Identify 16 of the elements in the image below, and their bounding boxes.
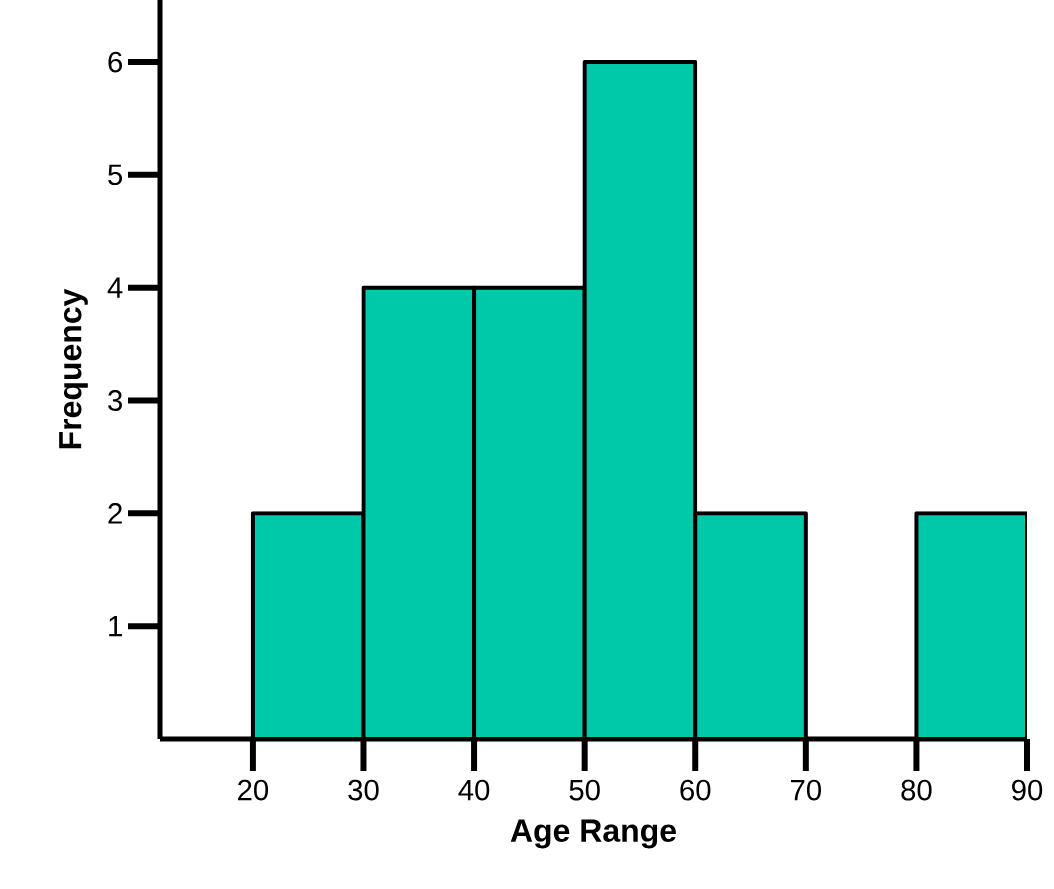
y-axis-title: Frequency [59,288,88,449]
y-tick-label: 6 [108,51,123,73]
y-tick-label: 5 [108,164,123,186]
x-tick-label: 90 [1012,779,1043,801]
x-tick-label: 80 [901,779,932,801]
y-tick-label: 2 [108,503,122,524]
x-axis-title: Age Range [510,819,676,849]
y-tick-label: 4 [107,277,123,298]
y-tick-label: 3 [108,390,123,411]
x-tick-label: 70 [791,779,821,801]
y-tick-label: 1 [109,616,122,637]
x-tick-label: 30 [348,779,379,801]
x-tick-label: 60 [680,779,711,801]
x-tick-label: 40 [458,779,490,801]
x-tick-label: 20 [238,779,269,801]
x-tick-label: 50 [569,779,600,801]
